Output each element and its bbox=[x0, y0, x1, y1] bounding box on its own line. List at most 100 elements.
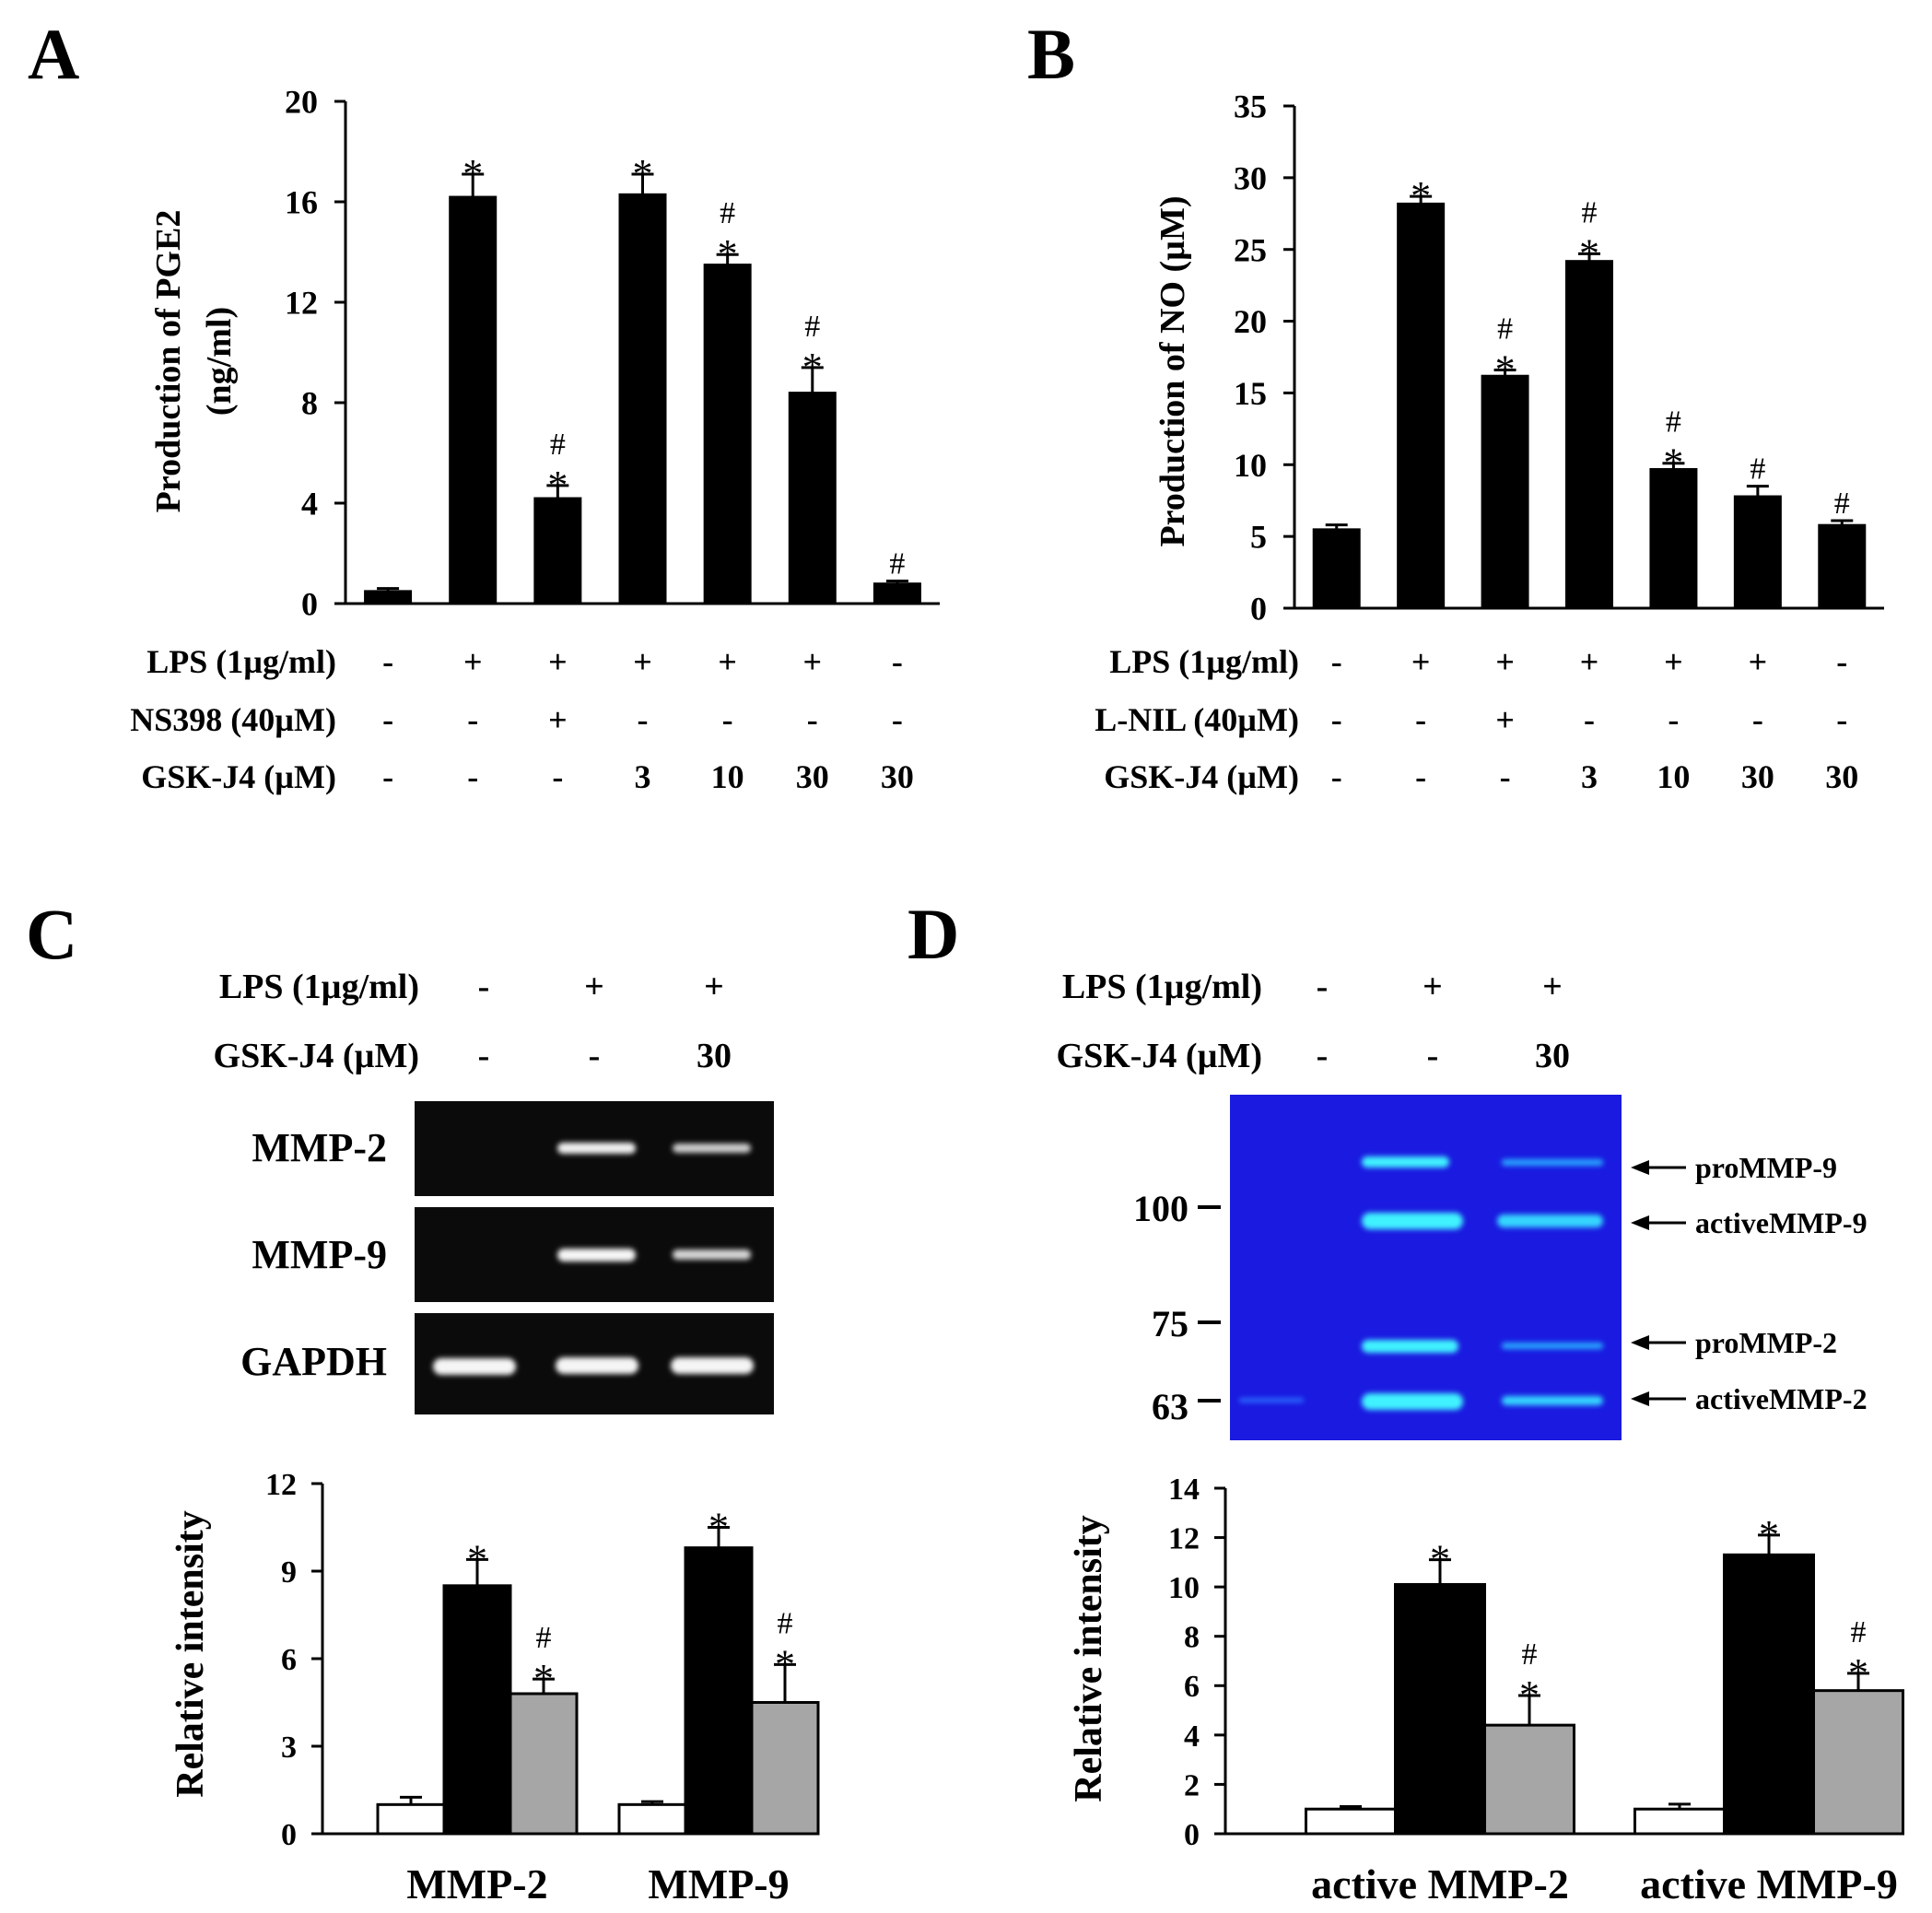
y-tick-label: 2 bbox=[1184, 1768, 1200, 1802]
significance-hash: # bbox=[720, 196, 735, 230]
significance-star: * bbox=[547, 463, 568, 508]
panel-a-bars: **#**#*## bbox=[364, 151, 921, 605]
bar bbox=[533, 497, 582, 604]
condition-value: - bbox=[722, 701, 733, 738]
condition-value: + bbox=[704, 968, 724, 1006]
condition-label: NS398 (40µM) bbox=[130, 701, 336, 738]
condition-label: LPS (1µg/ml) bbox=[219, 968, 419, 1006]
condition-value: - bbox=[1317, 968, 1329, 1006]
bar bbox=[442, 1584, 512, 1836]
significance-hash: # bbox=[889, 546, 905, 581]
significance-hash: # bbox=[804, 310, 820, 344]
significance-star: * bbox=[802, 345, 823, 390]
marker-label-63: 63 bbox=[1152, 1386, 1188, 1427]
condition-value: 3 bbox=[635, 758, 651, 795]
gel-band-gapdh-ctrl bbox=[433, 1358, 516, 1375]
significance-star: * bbox=[775, 1641, 795, 1686]
zymo-band-promm2-gsk bbox=[1502, 1343, 1603, 1349]
gel-band-mmp9-gsk bbox=[673, 1250, 751, 1260]
significance-hash: # bbox=[550, 428, 566, 462]
condition-value: + bbox=[1495, 643, 1515, 680]
band-label-actmm2: activeMMP-2 bbox=[1695, 1382, 1868, 1415]
y-tick-label: 4 bbox=[1184, 1719, 1200, 1754]
condition-value: - bbox=[1836, 643, 1847, 680]
panel-d-bars: **#active MMP-2**#active MMP-9 bbox=[1305, 1512, 1904, 1907]
bar bbox=[1312, 528, 1361, 609]
condition-value: 30 bbox=[881, 758, 914, 795]
condition-value: + bbox=[1423, 968, 1443, 1006]
bar bbox=[1483, 1723, 1575, 1836]
zymogram-gel bbox=[1230, 1095, 1622, 1440]
condition-value: + bbox=[548, 643, 568, 680]
y-tick-label: 14 bbox=[1168, 1473, 1200, 1507]
bar bbox=[618, 193, 667, 604]
panel-letter-a: A bbox=[28, 14, 79, 94]
y-tick-label: 16 bbox=[285, 184, 318, 221]
bar bbox=[788, 392, 837, 604]
condition-value: 30 bbox=[1535, 1037, 1570, 1075]
y-tick-label: 5 bbox=[1250, 519, 1267, 556]
y-tick-label: 6 bbox=[281, 1643, 297, 1677]
zymo-band-actmm2-gsk bbox=[1502, 1396, 1603, 1405]
bar bbox=[376, 1802, 446, 1836]
bar bbox=[509, 1692, 579, 1836]
zymo-band-promm9-lps bbox=[1362, 1156, 1449, 1168]
band-arrow-actmm2: activeMMP-2 bbox=[1631, 1382, 1868, 1415]
condition-value: - bbox=[1331, 701, 1342, 738]
condition-value: - bbox=[478, 1037, 490, 1075]
panel-letter-c: C bbox=[26, 894, 77, 974]
panel-a-conditions: LPS (1µg/ml) - + + + + + - NS398 (40µM) - - + - - - - GS… bbox=[130, 643, 914, 795]
bar bbox=[1649, 467, 1698, 610]
y-tick-label: 0 bbox=[301, 586, 318, 623]
y-tick-label: 30 bbox=[1234, 159, 1267, 196]
marker-label-75: 75 bbox=[1152, 1303, 1188, 1344]
condition-value: - bbox=[467, 701, 478, 738]
condition-value: + bbox=[1495, 701, 1515, 738]
panel-letter-b: B bbox=[1027, 14, 1075, 94]
bar bbox=[617, 1802, 687, 1836]
condition-label: GSK-J4 (µM) bbox=[214, 1037, 419, 1075]
rt-pcr-gel: MMP-2 MMP-9 GAPDH bbox=[240, 1101, 774, 1414]
condition-value: - bbox=[589, 1037, 601, 1075]
bar bbox=[1633, 1807, 1726, 1836]
y-tick-label: 9 bbox=[281, 1555, 297, 1590]
bar bbox=[449, 195, 498, 605]
panel-a-axes: 0 4 8 12 16 20 bbox=[285, 84, 940, 623]
condition-label: LPS (1µg/ml) bbox=[146, 643, 336, 680]
y-tick-label: 8 bbox=[301, 385, 318, 422]
significance-hash: # bbox=[536, 1621, 552, 1655]
condition-value: - bbox=[552, 758, 563, 795]
condition-value: - bbox=[1584, 701, 1595, 738]
y-tick-label: 3 bbox=[281, 1731, 297, 1765]
condition-value: + bbox=[718, 643, 737, 680]
gel-band-mmp9-lps bbox=[557, 1249, 636, 1262]
significance-hash: # bbox=[1834, 487, 1850, 521]
x-category-label: active MMP-9 bbox=[1640, 1860, 1898, 1907]
bar bbox=[750, 1701, 820, 1836]
band-arrow-promm9: proMMP-9 bbox=[1631, 1151, 1837, 1184]
significance-star: * bbox=[1759, 1512, 1779, 1557]
panel-a-ylabel-2: (ng/ml) bbox=[200, 307, 239, 416]
significance-star: * bbox=[1495, 347, 1516, 393]
y-tick-label: 20 bbox=[1234, 303, 1267, 340]
condition-label: LPS (1µg/ml) bbox=[1109, 643, 1299, 680]
significance-star: * bbox=[718, 231, 738, 276]
y-tick-label: 8 bbox=[1184, 1621, 1200, 1655]
panel-a-ylabel-1: Production of PGE2 bbox=[149, 210, 188, 513]
condition-value: - bbox=[892, 701, 903, 738]
significance-star: * bbox=[1663, 440, 1683, 486]
condition-value: - bbox=[382, 643, 393, 680]
condition-value: - bbox=[1317, 1037, 1329, 1075]
panel-d: LPS (1µg/ml) - + +GSK-J4 (µM) - -30 100 75 63 bbox=[1057, 968, 1904, 1907]
condition-value: - bbox=[1415, 758, 1426, 795]
gel-band-mmp2-lps bbox=[557, 1143, 636, 1154]
bar bbox=[1481, 374, 1529, 609]
significance-hash: # bbox=[1851, 1615, 1867, 1649]
condition-label: GSK-J4 (µM) bbox=[141, 758, 336, 795]
significance-star: * bbox=[533, 1656, 554, 1701]
significance-star: * bbox=[1519, 1672, 1540, 1718]
band-arrow-actmm9: activeMMP-9 bbox=[1631, 1206, 1868, 1239]
significance-star: * bbox=[1411, 173, 1431, 218]
